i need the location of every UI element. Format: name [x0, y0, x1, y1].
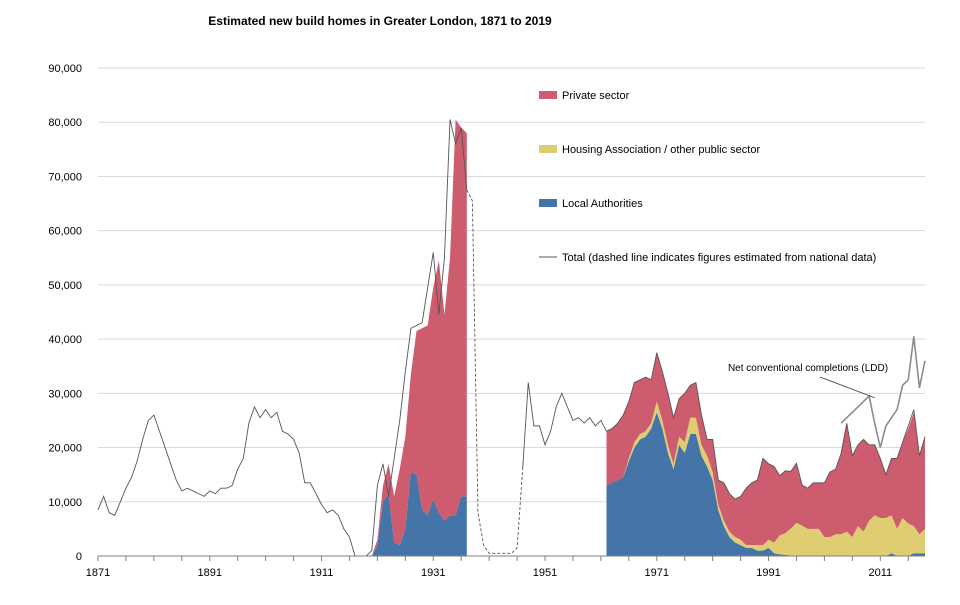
chart-title: Estimated new build homes in Greater Lon…: [208, 14, 552, 28]
legend-label-housing-association: Housing Association / other public secto…: [562, 144, 760, 156]
area-local-authorities-1: [606, 412, 925, 556]
area-local-authorities-0: [371, 471, 467, 556]
y-tick-label: 10,000: [48, 497, 82, 509]
y-tick-label: 90,000: [48, 63, 82, 75]
stacked-areas: [371, 119, 925, 556]
legend-label-private: Private sector: [562, 90, 630, 102]
x-tick-label: 1891: [198, 567, 222, 579]
total-line-solid-0: [97, 119, 468, 557]
x-tick-label: 1971: [645, 567, 669, 579]
legend-swatch-housing-association: [539, 145, 557, 153]
annotations: Net conventional completions (LDD): [728, 363, 888, 399]
total-line-solid-2: [522, 382, 607, 470]
y-tick-label: 20,000: [48, 443, 82, 455]
total-line-solid-3: [606, 352, 926, 500]
x-tick-label: 1911: [310, 567, 334, 579]
y-tick-label: 30,000: [48, 388, 82, 400]
x-tick-label: 2011: [868, 567, 892, 579]
y-tick-label: 0: [76, 551, 82, 563]
ldd-line: [840, 336, 926, 448]
y-tick-label: 70,000: [48, 171, 82, 183]
x-tick-label: 1951: [533, 567, 557, 579]
x-tick-label: 1931: [421, 567, 445, 579]
legend-swatch-local-authorities: [539, 199, 557, 207]
y-tick-label: 60,000: [48, 226, 82, 238]
area-private-0: [371, 119, 467, 556]
x-tick-label: 1991: [756, 567, 780, 579]
legend: Private sector Housing Association / othe…: [539, 90, 876, 264]
annotation-pointer: [819, 376, 875, 399]
y-tick-label: 80,000: [48, 117, 82, 129]
legend-label-local-authorities: Local Authorities: [562, 198, 643, 210]
y-tick-label: 40,000: [48, 334, 82, 346]
area-private-1: [606, 352, 925, 546]
y-tick-label: 50,000: [48, 280, 82, 292]
area-housing-association-1: [606, 401, 925, 556]
axes: 0 10,000 20,000 30,000 40,000 50,000 60,000 70,…: [48, 63, 925, 579]
gridlines: [98, 67, 925, 503]
x-tick-label: 1871: [86, 567, 110, 579]
legend-label-total: Total (dashed line indicates figures est…: [562, 252, 876, 264]
annotation-text: Net conventional completions (LDD): [728, 363, 888, 374]
total-lines: [97, 119, 926, 557]
total-line-dashed-1: [466, 189, 524, 554]
legend-swatch-private: [539, 91, 557, 99]
